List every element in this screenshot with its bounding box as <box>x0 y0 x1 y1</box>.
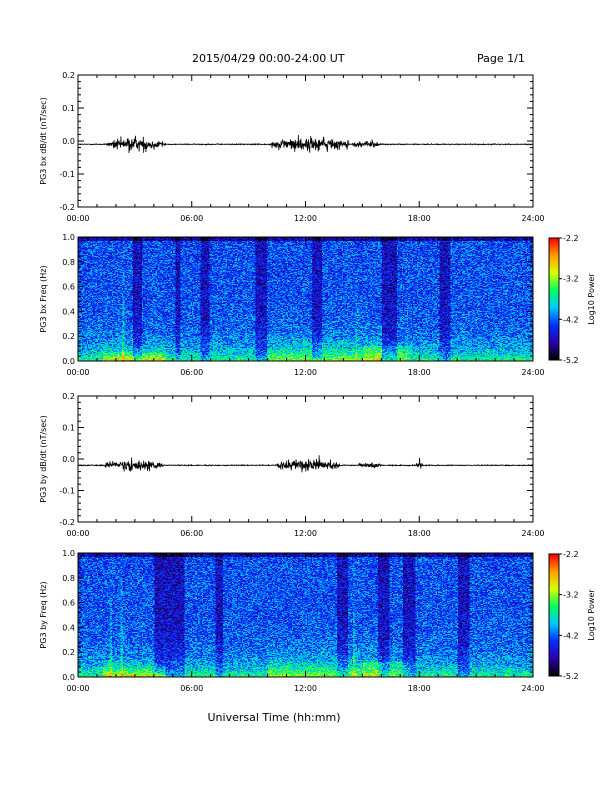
bx-spectrogram-xtick-label: 12:00 <box>294 368 317 377</box>
by-waveform-xtick-label: 00:00 <box>66 529 89 538</box>
by-spectrogram-image <box>78 553 533 677</box>
by-spectrogram-ytick-label: 0.4 <box>62 623 75 632</box>
bx-spectrogram-xtick-label: 00:00 <box>66 368 89 377</box>
bx-spectrogram-ylabel: PG3 bx Freq (Hz) <box>39 265 48 332</box>
bx-spectrogram-image <box>78 237 533 361</box>
by-spectrogram-ytick-label: 0.8 <box>62 574 75 583</box>
by-spectrogram-xtick-label: 24:00 <box>521 684 544 693</box>
by-spectrogram-ylabel: PG3 by Freq (Hz) <box>39 581 48 648</box>
by-spectrogram-colorbar-tick-label: -4.2 <box>563 631 579 640</box>
bx-spectrogram-colorbar-frame <box>548 237 560 361</box>
bx-spectrogram-colorbar-tick-label: -2.2 <box>563 234 579 243</box>
bx-spectrogram-colorbar-tick-label: -3.2 <box>563 275 579 284</box>
bx-waveform-ytick-label: 0.0 <box>62 137 75 146</box>
bx-spectrogram-colorbar-tick-label: -5.2 <box>563 356 579 365</box>
by-waveform-xtick-label: 06:00 <box>180 529 203 538</box>
by-waveform-trace <box>77 455 534 473</box>
bx-spectrogram-frame <box>77 236 534 362</box>
bx-spectrogram-xtick-label: 24:00 <box>521 368 544 377</box>
by-spectrogram-colorbar-label: Log10 Power <box>587 589 596 641</box>
bx-waveform-ytick-label: 0.2 <box>62 71 75 80</box>
by-spectrogram-xtick-label: 12:00 <box>294 684 317 693</box>
by-waveform-ytick-label: 0.2 <box>62 392 75 401</box>
page-number: Page 1/1 <box>477 52 525 65</box>
bx-waveform-ytick-label: 0.1 <box>62 104 75 113</box>
by-waveform-ytick-label: -0.1 <box>59 487 75 496</box>
page-header: 2015/04/29 00:00-24:00 UT Page 1/1 <box>0 52 612 68</box>
by-spectrogram-frame <box>77 552 534 678</box>
bx-colorbar-gradient <box>549 238 559 360</box>
bx-waveform-ylabel: PG3 bx dB/dt (nT/sec) <box>39 97 48 184</box>
bx-spectrogram-ytick-label: 0.0 <box>62 357 75 366</box>
by-spectrogram-xtick-label: 00:00 <box>66 684 89 693</box>
by-spectrogram-ytick-label: 0.2 <box>62 648 75 657</box>
by-spectrogram-colorbar-tick-label: -3.2 <box>563 591 579 600</box>
by-waveform-frame <box>77 395 534 523</box>
bx-spectrogram-ytick-label: 0.8 <box>62 258 75 267</box>
by-waveform-xtick-label: 24:00 <box>521 529 544 538</box>
plot-title: 2015/04/29 00:00-24:00 UT <box>192 52 345 65</box>
by-waveform-ytick-label: 0.0 <box>62 455 75 464</box>
bx-waveform-xtick-label: 06:00 <box>180 214 203 223</box>
by-spectrogram-colorbar-frame <box>548 553 560 677</box>
bx-spectrogram-ytick-label: 0.6 <box>62 283 75 292</box>
by-spectrogram-colorbar-tick-label: -5.2 <box>563 672 579 681</box>
bx-spectrogram-xtick-label: 06:00 <box>180 368 203 377</box>
by-spectrogram-ytick-label: 0.6 <box>62 599 75 608</box>
by-spectrogram-colorbar-tick-label: -2.2 <box>563 550 579 559</box>
bx-spectrogram-ytick-label: 0.4 <box>62 307 75 316</box>
by-colorbar-gradient <box>549 554 559 676</box>
by-spectrogram-ytick-label: 1.0 <box>62 549 75 558</box>
bx-waveform-ytick-label: -0.2 <box>59 203 75 212</box>
bx-waveform-ytick-label: -0.1 <box>59 170 75 179</box>
by-waveform-xtick-label: 12:00 <box>294 529 317 538</box>
bx-waveform-xtick-label: 12:00 <box>294 214 317 223</box>
by-waveform-ylabel: PG3 by dB/dt (nT/sec) <box>39 415 48 502</box>
bx-spectrogram-ytick-label: 1.0 <box>62 233 75 242</box>
by-waveform-ytick-label: 0.1 <box>62 424 75 433</box>
by-spectrogram-xtick-label: 06:00 <box>180 684 203 693</box>
by-waveform-xtick-label: 18:00 <box>408 529 431 538</box>
bx-spectrogram-ytick-label: 0.2 <box>62 332 75 341</box>
by-spectrogram-xtick-label: 18:00 <box>408 684 431 693</box>
by-waveform-ytick-label: -0.2 <box>59 518 75 527</box>
bx-waveform-xtick-label: 24:00 <box>521 214 544 223</box>
by-spectrogram-ytick-label: 0.0 <box>62 673 75 682</box>
bx-waveform-trace <box>77 134 534 154</box>
bx-spectrogram-colorbar-label: Log10 Power <box>587 273 596 325</box>
bx-waveform-xtick-label: 00:00 <box>66 214 89 223</box>
bx-spectrogram-xtick-label: 18:00 <box>408 368 431 377</box>
bx-waveform-xtick-label: 18:00 <box>408 214 431 223</box>
x-axis-label: Universal Time (hh:mm) <box>208 711 341 724</box>
bx-spectrogram-colorbar-tick-label: -4.2 <box>563 315 579 324</box>
